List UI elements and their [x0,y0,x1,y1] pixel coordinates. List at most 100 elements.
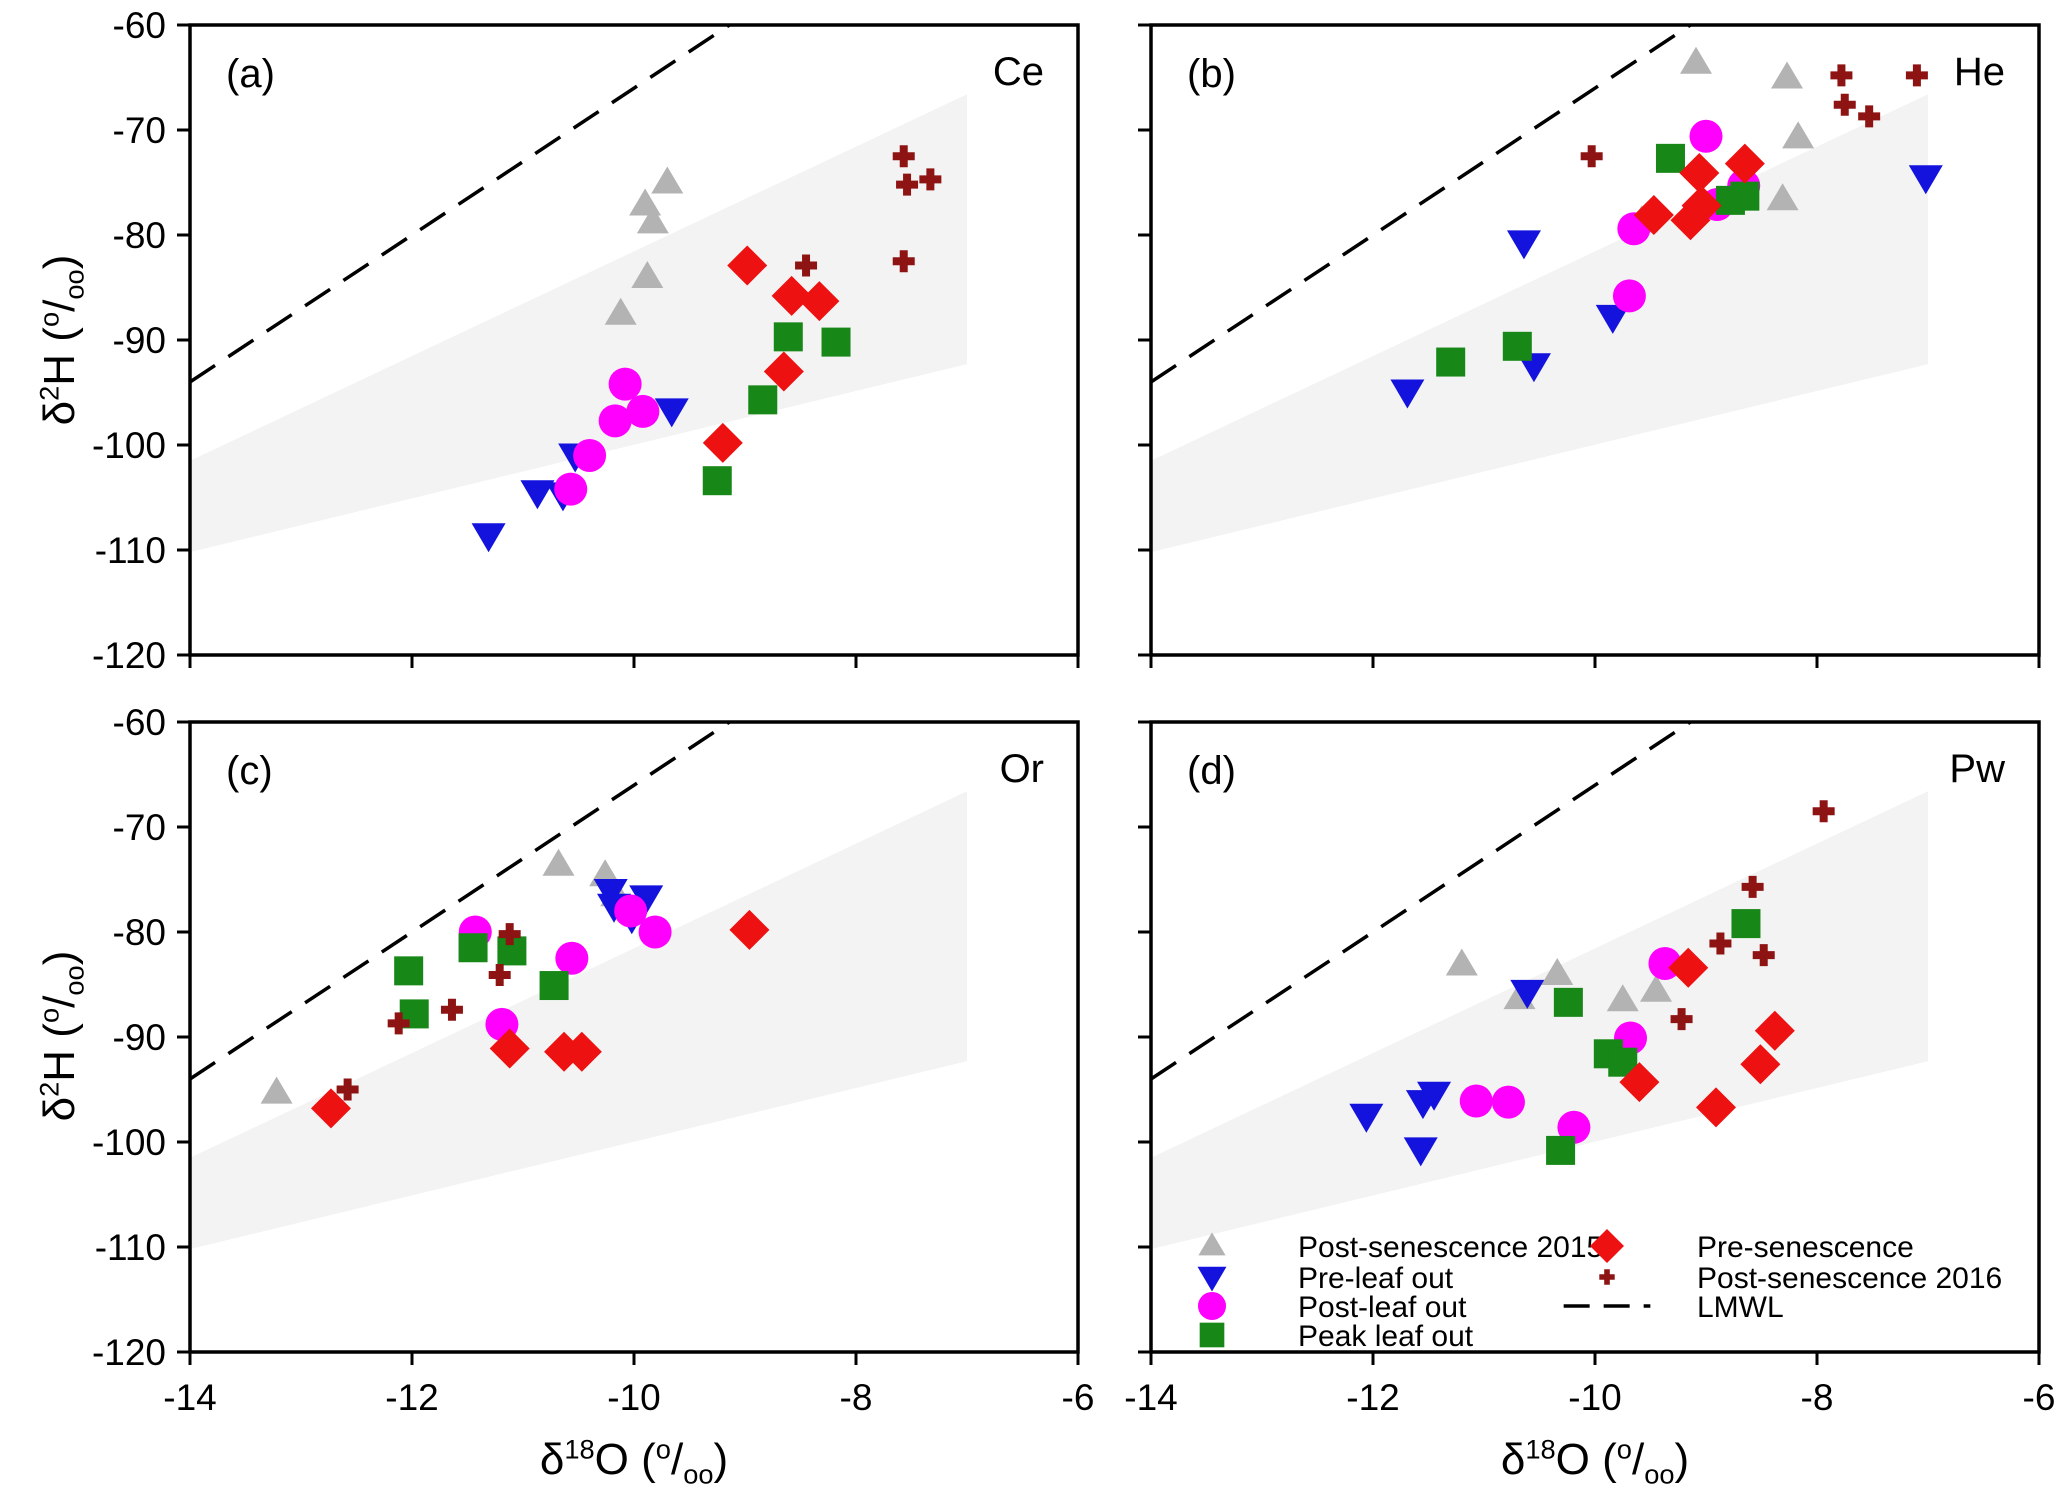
legend-marker-post2016 [1599,1269,1615,1285]
x-tick-label: -14 [163,1377,216,1418]
series-presen [310,909,770,1129]
panel-letter-label: (c) [226,749,273,793]
legend-label-post2015: Post-senescence 2015 [1298,1231,1603,1264]
marker-postleaf [608,367,642,401]
axis-title-fragment: ) [34,254,84,270]
marker-preleaf [593,879,628,909]
marker-post2015 [1771,61,1804,89]
x-tick-label: -10 [607,1377,660,1418]
marker-presen [310,1088,351,1129]
marker-post2015 [1640,974,1673,1002]
y-tick-label: -100 [92,1122,166,1163]
marker-preleaf [520,480,555,510]
x-tick-label: -10 [1568,1377,1621,1418]
x-tick-label: -6 [2023,1377,2056,1418]
axis-title-fragment: / [1631,1434,1645,1484]
marker-postleaf [1612,279,1646,313]
marker-presen [1668,947,1709,988]
marker-post2016 [1670,1008,1693,1031]
marker-post2015 [636,206,669,234]
series-postleaf [554,367,660,506]
marker-post2016 [1858,105,1881,128]
marker-peak [1730,181,1760,211]
marker-postleaf [598,404,632,438]
marker-peak [1731,909,1761,939]
marker-postleaf [614,894,648,928]
legend-label-post2016: Post-senescence 2016 [1697,1262,2002,1295]
legend-label-postleaf: Post-leaf out [1298,1291,1467,1324]
y-tick-label: -80 [113,912,166,953]
y-axis-title-row1: δ2H (o/oo) [33,255,90,426]
marker-peak [702,466,732,496]
panel-a-plot: -60 -70 -80 -90 -100 -110 -120 (a) Ce [92,5,1080,676]
series-post2016 [336,923,521,1101]
legend-marker-postleaf [1197,1291,1227,1321]
axis-title-fragment: oo [58,269,90,300]
legend-marker-peak [1199,1322,1225,1348]
axis-title-fragment: o [655,1433,671,1465]
marker-post2016 [498,923,521,946]
marker-post2015 [604,297,637,325]
marker-preleaf [1405,1090,1440,1120]
marker-preleaf [654,398,689,428]
marker-post2016 [892,145,915,168]
y-tick-label: -60 [113,5,166,46]
axis-title-fragment: δ [34,400,84,426]
marker-presen [1754,1010,1795,1051]
evaporation-wedge-region [190,94,967,553]
axis-title-fragment: ) [1674,1434,1690,1484]
marker-postleaf [555,941,589,975]
marker-peak [773,322,803,352]
marker-preleaf [1403,1137,1438,1167]
marker-presen [799,281,840,322]
marker-post2016 [1709,932,1732,955]
legend-label-peak: Peak leaf out [1298,1320,1474,1353]
marker-preleaf [1908,165,1943,195]
y-tick-label: -90 [113,1017,166,1058]
axis-title-fragment: O [1555,1434,1590,1484]
marker-post2016 [1833,93,1856,116]
marker-preleaf [1349,1103,1384,1133]
marker-presen [771,275,812,316]
marker-preleaf [1506,230,1541,260]
marker-presen [561,1031,602,1072]
marker-preleaf [1390,379,1425,409]
series-peak [702,322,851,496]
axis-title-fragment: ) [34,950,84,966]
legend-label-lmwl: LMWL [1697,1291,1784,1324]
marker-peak [394,956,424,986]
axis-title-fragment: oo [683,1458,714,1490]
marker-post2016 [1752,944,1775,967]
marker-post2016 [795,254,818,277]
marker-presen [729,909,770,950]
site-code-label: Ce [993,50,1044,94]
marker-post2015 [260,1076,293,1104]
axis-title-fragment: δ [539,1434,565,1484]
marker-post2015 [542,848,575,876]
axis-title-fragment: ( [1589,1434,1617,1484]
series-preleaf [1349,979,1545,1167]
axis-title-fragment: / [34,299,84,312]
y-tick-label: -70 [113,807,166,848]
axis-title-fragment: o [33,311,65,328]
panel-letter-label: (d) [1187,749,1236,793]
marker-presen [1724,143,1765,184]
axis-title-fragment: / [670,1434,684,1484]
marker-preleaf [629,885,664,915]
marker-presen [763,351,804,392]
y-tick-label: -90 [113,320,166,361]
series-peak [1436,143,1760,377]
legend-label-preleaf: Pre-leaf out [1298,1262,1454,1295]
marker-presen [1619,1062,1660,1103]
axis-title-fragment: O [594,1434,629,1484]
marker-post2016 [1830,64,1853,87]
marker-post2016 [919,168,942,191]
panel-letter-label: (b) [1187,52,1236,96]
marker-preleaf [1510,979,1545,1009]
legend-marker-presen [1590,1229,1624,1263]
marker-presen [489,1028,530,1069]
marker-peak [1553,987,1583,1017]
axis-title-fragment: oo [1644,1458,1675,1490]
marker-peak [1436,347,1466,377]
